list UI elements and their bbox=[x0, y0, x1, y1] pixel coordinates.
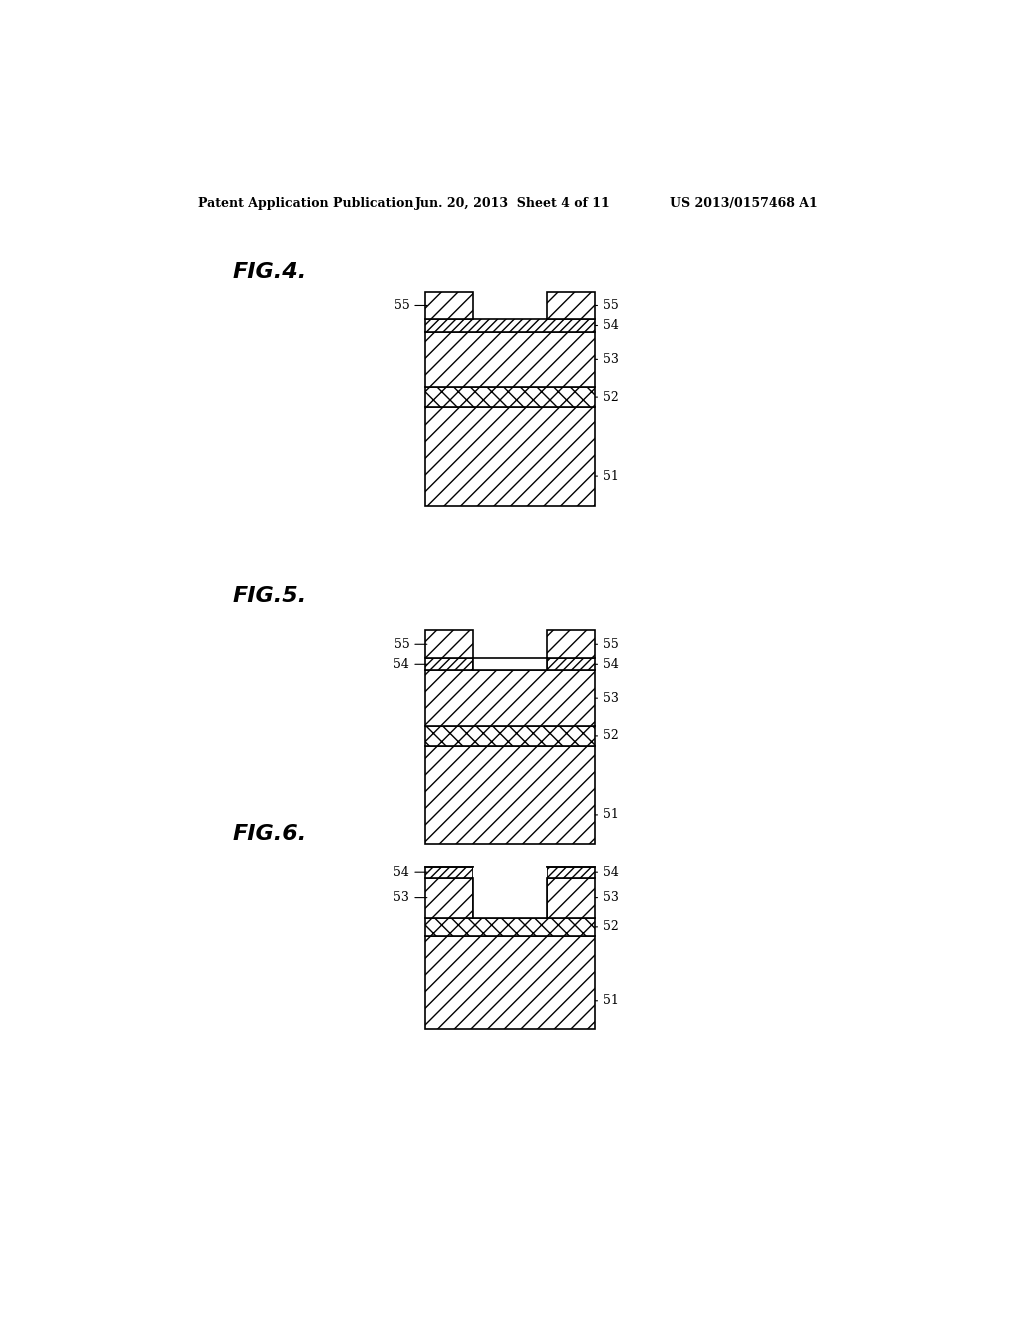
Text: US 2013/0157468 A1: US 2013/0157468 A1 bbox=[671, 197, 818, 210]
Bar bbox=[425, 659, 473, 671]
Text: FIG.6.: FIG.6. bbox=[232, 825, 307, 845]
Text: 54: 54 bbox=[595, 319, 618, 333]
Text: 53: 53 bbox=[595, 891, 618, 904]
Text: 54: 54 bbox=[393, 866, 427, 879]
Bar bbox=[547, 659, 595, 671]
Text: 55: 55 bbox=[393, 298, 427, 312]
Bar bbox=[425, 746, 595, 845]
Text: 55: 55 bbox=[393, 638, 427, 651]
Bar bbox=[425, 292, 473, 319]
Bar bbox=[547, 292, 595, 319]
Text: 55: 55 bbox=[595, 298, 618, 312]
Text: 52: 52 bbox=[595, 391, 618, 404]
Text: 55: 55 bbox=[595, 638, 618, 651]
Text: 53: 53 bbox=[595, 692, 618, 705]
Bar bbox=[425, 867, 473, 878]
Bar bbox=[473, 659, 547, 671]
Bar bbox=[425, 878, 473, 917]
Text: Patent Application Publication: Patent Application Publication bbox=[198, 197, 414, 210]
Bar bbox=[473, 867, 547, 879]
Bar bbox=[425, 331, 595, 387]
Bar bbox=[473, 878, 547, 917]
Text: 51: 51 bbox=[595, 808, 618, 821]
Text: 54: 54 bbox=[393, 657, 427, 671]
Bar bbox=[425, 917, 595, 936]
Bar bbox=[425, 631, 473, 659]
Bar bbox=[547, 631, 595, 659]
Text: 54: 54 bbox=[595, 866, 618, 879]
Text: FIG.4.: FIG.4. bbox=[232, 263, 307, 282]
Bar bbox=[425, 387, 595, 407]
Bar bbox=[425, 319, 595, 331]
Bar bbox=[425, 671, 595, 726]
Text: 52: 52 bbox=[595, 730, 618, 742]
Bar bbox=[547, 867, 595, 878]
Bar bbox=[425, 407, 595, 506]
Text: 51: 51 bbox=[595, 994, 618, 1007]
Text: 53: 53 bbox=[595, 352, 618, 366]
Text: FIG.5.: FIG.5. bbox=[232, 586, 307, 606]
Text: 54: 54 bbox=[595, 657, 618, 671]
Bar bbox=[425, 726, 595, 746]
Text: 51: 51 bbox=[595, 470, 618, 483]
Text: 53: 53 bbox=[393, 891, 427, 904]
Text: Jun. 20, 2013  Sheet 4 of 11: Jun. 20, 2013 Sheet 4 of 11 bbox=[415, 197, 610, 210]
Bar bbox=[547, 878, 595, 917]
Bar bbox=[425, 936, 595, 1028]
Text: 52: 52 bbox=[595, 920, 618, 933]
